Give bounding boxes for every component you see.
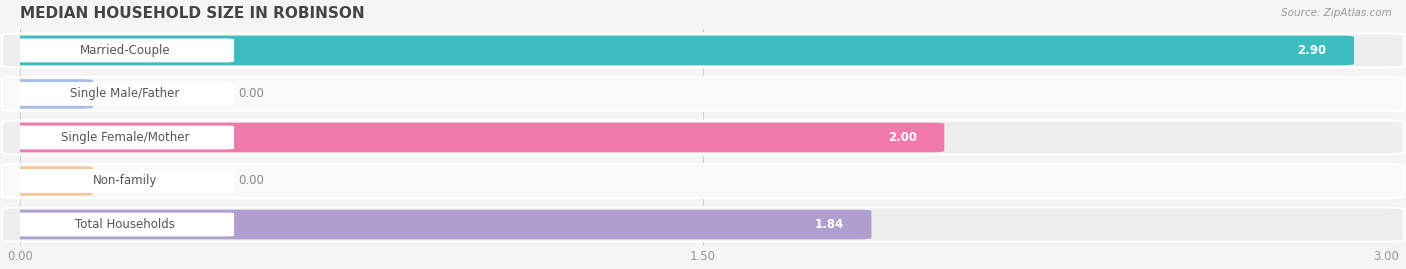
Text: 0.00: 0.00 xyxy=(239,175,264,187)
Text: Single Male/Father: Single Male/Father xyxy=(70,87,180,100)
FancyBboxPatch shape xyxy=(1,77,1405,111)
FancyBboxPatch shape xyxy=(15,82,233,106)
Text: Non-family: Non-family xyxy=(93,175,157,187)
FancyBboxPatch shape xyxy=(1,121,1405,154)
Text: Single Female/Mother: Single Female/Mother xyxy=(60,131,188,144)
FancyBboxPatch shape xyxy=(7,123,945,152)
FancyBboxPatch shape xyxy=(1,208,1405,242)
Text: Married-Couple: Married-Couple xyxy=(80,44,170,57)
Text: 0.00: 0.00 xyxy=(239,87,264,100)
FancyBboxPatch shape xyxy=(15,38,233,62)
FancyBboxPatch shape xyxy=(15,213,233,236)
FancyBboxPatch shape xyxy=(7,36,1354,65)
FancyBboxPatch shape xyxy=(1,33,1405,68)
FancyBboxPatch shape xyxy=(7,166,93,196)
FancyBboxPatch shape xyxy=(15,169,233,193)
FancyBboxPatch shape xyxy=(7,79,93,109)
Text: Source: ZipAtlas.com: Source: ZipAtlas.com xyxy=(1281,8,1392,18)
Text: Total Households: Total Households xyxy=(75,218,174,231)
Text: 2.00: 2.00 xyxy=(889,131,917,144)
FancyBboxPatch shape xyxy=(15,126,233,149)
Text: 1.84: 1.84 xyxy=(815,218,844,231)
Text: 2.90: 2.90 xyxy=(1298,44,1327,57)
FancyBboxPatch shape xyxy=(7,210,872,239)
Text: MEDIAN HOUSEHOLD SIZE IN ROBINSON: MEDIAN HOUSEHOLD SIZE IN ROBINSON xyxy=(20,6,364,20)
FancyBboxPatch shape xyxy=(1,164,1405,198)
